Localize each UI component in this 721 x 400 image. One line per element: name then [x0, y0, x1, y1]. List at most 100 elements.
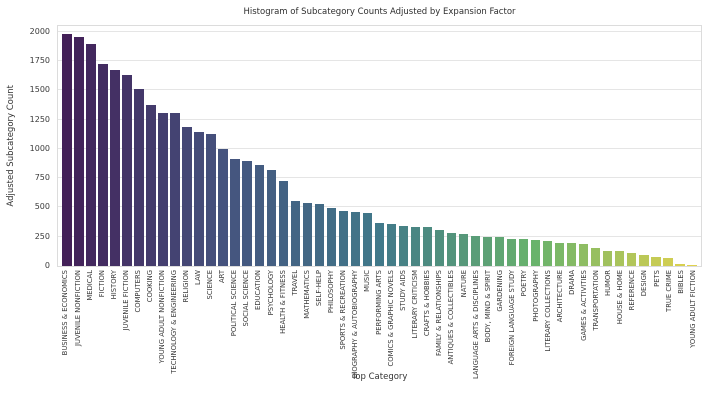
bar-slot: [313, 26, 325, 266]
bar-slot: [530, 26, 542, 266]
bar: [302, 202, 313, 266]
bar: [386, 223, 397, 266]
bar-slot: [301, 26, 313, 266]
bar-slot: [578, 26, 590, 266]
y-tick-label: 1750: [29, 56, 50, 66]
bar: [62, 34, 72, 266]
gridline: [58, 30, 701, 32]
y-tick-label: 250: [34, 231, 50, 241]
bar: [230, 158, 240, 266]
x-tick-slot: MEDICAL: [84, 270, 96, 379]
x-tick-label: PERFORMING ARTS: [375, 270, 384, 335]
bar: [614, 251, 625, 266]
bar: [122, 75, 132, 266]
x-tick-slot: ANTIQUES & COLLECTIBLES: [446, 270, 458, 379]
bar-slot: [205, 26, 217, 266]
x-tick-slot: DRAMA: [567, 270, 579, 379]
x-tick-label: YOUNG ADULT NONFICTION: [157, 270, 166, 364]
x-tick-slot: PHOTOGRAPHY: [530, 270, 542, 379]
x-tick-slot: STUDY AIDS: [398, 270, 410, 379]
bar-slot: [181, 26, 193, 266]
bar-slot: [361, 26, 373, 266]
x-tick-slot: LITERARY COLLECTIONS: [543, 270, 555, 379]
bar: [482, 236, 493, 266]
x-tick-slot: CRAFTS & HOBBIES: [422, 270, 434, 379]
x-tick-slot: COMPUTERS: [132, 270, 144, 379]
x-tick-label: HUMOR: [604, 270, 613, 297]
x-tick-label: COMICS & GRAPHIC NOVELS: [387, 270, 396, 367]
x-tick-label: GAMES & ACTIVITIES: [580, 270, 589, 341]
bar-slot: [433, 26, 445, 266]
bar: [530, 239, 541, 266]
bar-slot: [662, 26, 674, 266]
bar: [134, 89, 144, 266]
x-tick-slot: HISTORY: [108, 270, 120, 379]
bar: [626, 253, 637, 266]
x-tick-label: HOUSE & HOME: [616, 270, 625, 325]
bar: [242, 160, 252, 266]
x-tick-slot: FOREIGN LANGUAGE STUDY: [506, 270, 518, 379]
bar: [578, 243, 589, 266]
bar: [362, 212, 373, 266]
y-tick-label: 750: [34, 173, 50, 183]
bar-slot: [421, 26, 433, 266]
bar: [602, 250, 613, 266]
x-tick-label: PSYCHOLOGY: [266, 270, 275, 316]
bar-slot: [638, 26, 650, 266]
x-tick-slot: ART: [217, 270, 229, 379]
x-tick-slot: SOCIAL SCIENCE: [241, 270, 253, 379]
bar-slot: [397, 26, 409, 266]
x-tick-slot: COOKING: [144, 270, 156, 379]
bar-slot: [446, 26, 458, 266]
x-tick-label: SPORTS & RECREATION: [338, 270, 347, 350]
x-tick-slot: POETRY: [518, 270, 530, 379]
bar-slot: [409, 26, 421, 266]
bar-slot: [626, 26, 638, 266]
x-tick-slot: YOUNG ADULT NONFICTION: [157, 270, 169, 379]
bar-slot: [121, 26, 133, 266]
bar: [542, 241, 553, 266]
x-tick-label: TRANSPORTATION: [592, 270, 601, 331]
x-tick-label: BIOGRAPHY & AUTOBIOGRAPHY: [350, 270, 359, 379]
x-tick-slot: TRANSPORTATION: [591, 270, 603, 379]
bar: [290, 201, 301, 266]
x-tick-label: POETRY: [519, 270, 528, 297]
x-tick-slot: TRUE CRIME: [663, 270, 675, 379]
gridline: [58, 206, 701, 208]
gridline: [58, 177, 701, 179]
y-tick-label: 500: [34, 202, 50, 212]
bar-slot: [614, 26, 626, 266]
bar-slot: [241, 26, 253, 266]
bar: [170, 113, 180, 266]
bar: [98, 64, 108, 266]
bar-slot: [85, 26, 97, 266]
x-tick-label: TRUE CRIME: [664, 270, 673, 312]
x-tick-slot: MUSIC: [362, 270, 374, 379]
bar-slot: [373, 26, 385, 266]
x-tick-label: MATHEMATICS: [302, 270, 311, 319]
x-tick-label: NATURE: [459, 270, 468, 298]
x-tick-label: HISTORY: [109, 270, 118, 300]
bar: [278, 180, 289, 266]
x-tick-slot: LANGUAGE ARTS & DISCIPLINES: [470, 270, 482, 379]
x-tick-slot: FAMILY & RELATIONSHIPS: [434, 270, 446, 379]
x-tick-label: LANGUAGE ARTS & DISCIPLINES: [471, 270, 480, 380]
x-tick-slot: SELF-HELP: [313, 270, 325, 379]
bar: [194, 131, 204, 266]
x-tick-label: PHILOSOPHY: [326, 270, 335, 314]
bar: [518, 239, 529, 266]
bar-slot: [169, 26, 181, 266]
bar: [374, 222, 385, 266]
x-tick-label: BIBLES: [676, 270, 685, 294]
bar-slot: [494, 26, 506, 266]
x-tick-slot: BIBLES: [675, 270, 687, 379]
x-tick-label: HEALTH & FITNESS: [278, 270, 287, 334]
x-tick-label: YOUNG ADULT FICTION: [688, 270, 697, 348]
x-tick-slot: GARDENING: [494, 270, 506, 379]
x-tick-label: LAW: [194, 270, 203, 285]
x-tick-slot: HOUSE & HOME: [615, 270, 627, 379]
x-tick-label: GARDENING: [495, 270, 504, 312]
x-tick-label: CRAFTS & HOBBIES: [423, 270, 432, 337]
bar: [434, 229, 445, 266]
